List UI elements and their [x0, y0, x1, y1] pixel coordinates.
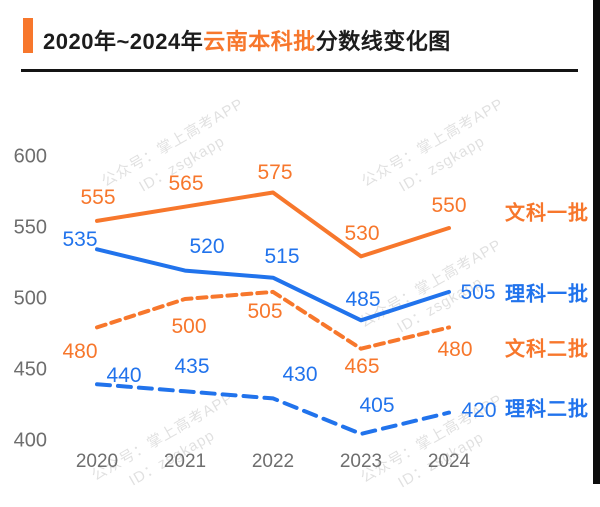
data-label: 505	[247, 299, 283, 323]
chart-header: 2020年~2024年云南本科批分数线变化图	[0, 0, 593, 74]
data-label: 480	[437, 338, 473, 362]
data-label: 480	[62, 340, 98, 364]
title-prefix: 2020年~2024年	[43, 29, 204, 54]
title-accent-bar	[23, 18, 33, 53]
y-axis-tick-label: 600	[13, 145, 47, 168]
title-highlight: 云南本科批	[203, 29, 316, 54]
data-label: 405	[359, 393, 395, 417]
legend-label: 文科一批	[505, 202, 589, 225]
data-label: 440	[106, 364, 142, 388]
legend-label: 理科二批	[505, 398, 589, 421]
right-edge-border	[593, 0, 600, 484]
y-axis-tick-label: 450	[13, 358, 47, 381]
data-label: 505	[460, 280, 496, 304]
data-label: 520	[189, 234, 225, 258]
x-axis-tick-label: 2024	[427, 451, 471, 472]
series-line-0	[95, 190, 451, 259]
x-axis-tick-label: 2021	[163, 451, 207, 472]
data-label: 515	[264, 244, 300, 268]
chart-canvas	[95, 190, 451, 436]
data-label: 435	[174, 355, 210, 379]
title-suffix: 分数线变化图	[315, 29, 451, 54]
data-label: 550	[431, 194, 467, 217]
series-line-3	[95, 382, 451, 436]
data-label: 500	[171, 315, 207, 338]
series-line-2	[95, 289, 451, 351]
data-label: 465	[344, 354, 380, 378]
data-label: 565	[168, 171, 204, 195]
legend-label: 文科二批	[505, 338, 589, 361]
x-axis-tick-label: 2020	[75, 451, 119, 472]
data-label: 420	[461, 398, 497, 422]
page-title: 2020年~2024年云南本科批分数线变化图	[43, 24, 451, 56]
header-divider	[21, 69, 578, 72]
legend-label: 理科一批	[505, 283, 589, 306]
y-axis-tick-label: 550	[13, 216, 47, 239]
data-label: 430	[282, 363, 318, 387]
y-axis-tick-label: 400	[13, 429, 47, 452]
data-label: 555	[80, 185, 116, 209]
data-label: 530	[344, 222, 380, 246]
chart-area: 公众号：掌上高考APP ID：zsgkapp 公众号：掌上高考APP ID：zsgka…	[13, 95, 589, 491]
data-label: 575	[257, 160, 293, 184]
series-line-1	[95, 247, 451, 323]
y-axis-tick-label: 500	[13, 287, 47, 310]
page: 2020年~2024年云南本科批分数线变化图 公众号：掌上高考APP ID：zsg…	[0, 0, 600, 492]
x-axis-tick-label: 2023	[339, 451, 383, 472]
x-axis-tick-label: 2022	[251, 451, 295, 472]
data-label: 485	[345, 288, 381, 312]
data-label: 535	[62, 228, 98, 252]
